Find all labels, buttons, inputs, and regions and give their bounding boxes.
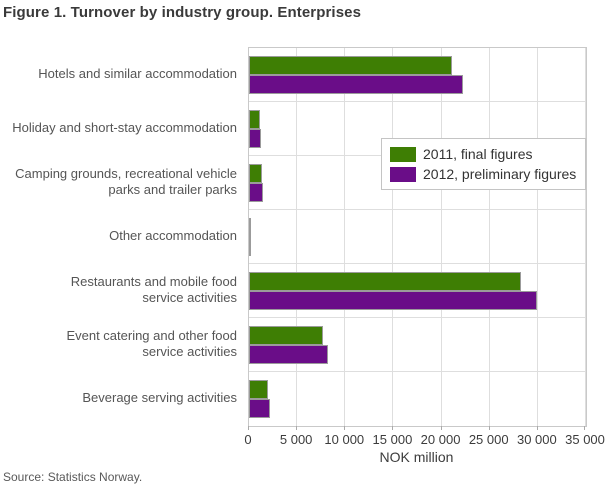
bar-2011 (249, 164, 262, 183)
x-tick-label: 10 000 (324, 432, 365, 447)
x-axis-title: NOK million (379, 449, 454, 465)
gridline (296, 48, 298, 426)
bar-2011 (249, 218, 251, 237)
legend-swatch (390, 166, 416, 182)
x-tick (440, 426, 442, 430)
plot-area: 2011, final figures 2012, preliminary fig… (248, 47, 587, 427)
x-tick-label: 0 (244, 432, 252, 447)
x-tick-label: 30 000 (516, 432, 557, 447)
legend-label: 2012, preliminary figures (423, 166, 577, 182)
gridline (488, 48, 490, 426)
legend-item: 2012, preliminary figures (390, 164, 576, 184)
x-tick-label: 15 000 (372, 432, 413, 447)
category-label: Camping grounds, recreational vehicle pa… (15, 166, 237, 197)
gridline (585, 48, 586, 426)
x-tick-label: 5 000 (279, 432, 313, 447)
x-axis: 0 5 000 10 000 15 000 20 000 25 000 30 000 35 0… (244, 426, 605, 450)
bar-2012 (249, 75, 463, 94)
legend-label: 2011, final figures (423, 146, 533, 162)
bar-row (249, 156, 586, 210)
gridline (392, 48, 394, 426)
x-tick-label: 20 000 (420, 432, 461, 447)
x-tick-label: 35 000 (565, 432, 605, 447)
bar-2012 (249, 399, 271, 418)
x-tick (584, 426, 585, 430)
x-tick (248, 426, 249, 430)
x-tick (392, 426, 394, 430)
bar-2011 (249, 380, 269, 399)
x-tick (488, 426, 490, 430)
x-tick-label: 25 000 (468, 432, 509, 447)
category-label: Restaurants and mobile food service acti… (70, 274, 237, 305)
bar-row (249, 264, 586, 318)
bar-2011 (249, 326, 324, 345)
category-labels: Hotels and similar accommodation Holiday … (0, 47, 243, 425)
bar-2011 (249, 56, 453, 75)
source-note: Source: Statistics Norway. (3, 470, 143, 484)
legend-swatch (390, 146, 416, 162)
figure-title: Figure 1. Turnover by industry group. En… (3, 4, 362, 21)
legend: 2011, final figures 2012, preliminary fig… (381, 138, 587, 190)
bar-row (249, 372, 586, 426)
gridline (344, 48, 346, 426)
category-label: Other accommodation (109, 228, 237, 243)
gridline (536, 48, 538, 426)
category-label: Event catering and other food service ac… (66, 328, 237, 359)
category-label: Beverage serving activities (82, 390, 237, 405)
category-label: Hotels and similar accommodation (38, 66, 237, 81)
bar-row (249, 318, 586, 372)
bar-2011 (249, 272, 522, 291)
x-tick (536, 426, 538, 430)
bar-2012 (249, 345, 328, 364)
legend-item: 2011, final figures (390, 144, 576, 164)
bar-row (249, 210, 586, 264)
bar-2012 (249, 237, 251, 256)
gridline (440, 48, 442, 426)
x-tick (296, 426, 298, 430)
bar-2011 (249, 110, 260, 129)
bar-row (249, 48, 586, 102)
x-tick (344, 426, 346, 430)
bar-2012 (249, 183, 263, 202)
bar-2012 (249, 129, 261, 148)
bar-2012 (249, 291, 537, 310)
category-label: Holiday and short-stay accommodation (12, 120, 237, 135)
